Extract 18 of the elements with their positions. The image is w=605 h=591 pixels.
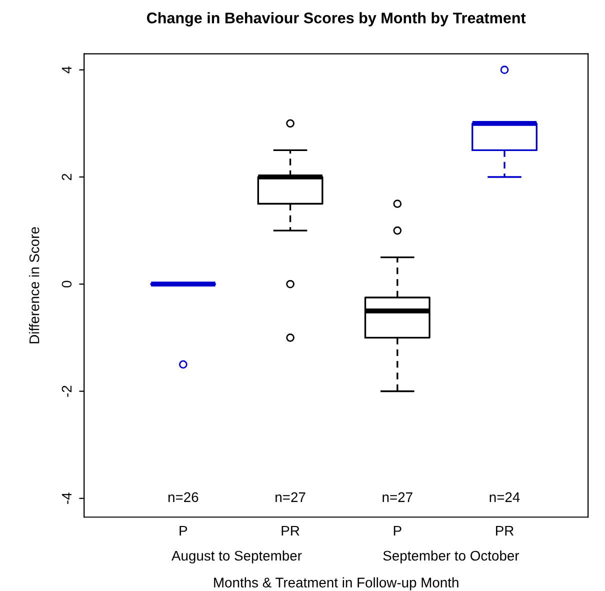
y-tick-label: 0 — [62, 280, 72, 288]
text: September to October — [383, 550, 520, 564]
y-tick-label: -4 — [62, 492, 72, 504]
chart-title: Change in Behaviour Scores by Month by Treatment — [146, 12, 526, 26]
x-tick-label: PR — [282, 526, 300, 536]
annotation: n=24 — [490, 492, 520, 502]
annotation: n=27 — [276, 492, 306, 502]
annotation: n=27 — [382, 492, 412, 502]
y-tick-label: 2 — [62, 174, 72, 180]
x-tick-label: PR — [496, 526, 514, 536]
text: August to September — [172, 550, 302, 564]
y-axis-title: Difference in Score — [29, 227, 40, 344]
x-axis-title: Months & Treatment in Follow-up Month — [214, 577, 458, 590]
y-tick-label: -2 — [62, 386, 72, 397]
x-tick-label: P — [180, 526, 188, 536]
y-tick-label: 4 — [62, 66, 72, 74]
x-tick-label: P — [394, 526, 402, 536]
annotation: n=26 — [168, 492, 198, 502]
